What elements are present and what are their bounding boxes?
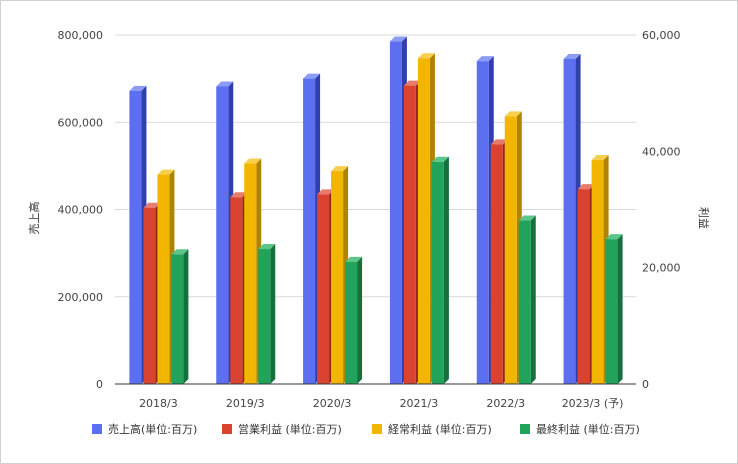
bar-front — [303, 78, 316, 384]
category-labels: 2018/3 2019/3 2020/3 2021/3 2022/3 2023/3 (予) — [139, 397, 623, 410]
legend-item: 営業利益 (単位:百万) — [222, 422, 342, 436]
category-label: 2020/3 — [313, 397, 352, 410]
bar-top — [171, 249, 189, 255]
bar-top — [129, 85, 147, 91]
bar-front — [216, 86, 229, 384]
right-tick-label: 20,000 — [642, 262, 681, 275]
left-tick-label: 200,000 — [58, 291, 104, 304]
bar-front — [389, 41, 402, 384]
bar-front — [518, 220, 531, 384]
bar-top — [230, 192, 248, 198]
bar-front — [490, 144, 503, 384]
bar-side — [357, 256, 363, 384]
bar-front — [331, 171, 344, 384]
bar-top — [518, 215, 536, 221]
bar-front — [143, 207, 156, 384]
bar-front — [258, 249, 271, 384]
legend-swatch — [520, 424, 530, 434]
bar-side — [270, 244, 276, 384]
legend: 売上高(単位:百万) 営業利益 (単位:百万) 経常利益 (単位:百万) 最終利益 (… — [92, 422, 640, 436]
bars — [115, 36, 636, 385]
bar-top — [605, 234, 623, 240]
bar-top — [490, 139, 508, 145]
bar-front — [605, 239, 618, 384]
bar-top — [317, 189, 335, 195]
bar-top — [345, 256, 363, 262]
legend-swatch — [372, 424, 382, 434]
bar — [431, 156, 449, 384]
bar-front — [504, 116, 517, 384]
bar-front — [345, 261, 358, 384]
bar — [171, 249, 189, 384]
bar-top — [403, 80, 421, 86]
bar — [258, 244, 276, 384]
bar-front — [431, 161, 444, 384]
bar-front — [157, 174, 170, 384]
bar-top — [431, 156, 449, 162]
bar-front — [230, 197, 243, 384]
right-tick-label: 0 — [642, 378, 649, 391]
left-axis-ticks: 0 200,000 400,000 600,000 800,000 — [58, 29, 104, 391]
bar-side — [443, 156, 449, 384]
bar-top — [417, 53, 435, 59]
right-tick-label: 40,000 — [642, 145, 681, 158]
bar-front — [591, 160, 604, 384]
category-label: 2019/3 — [226, 397, 265, 410]
bar — [129, 85, 147, 384]
bar-side — [530, 215, 536, 384]
bar-top — [389, 36, 407, 42]
bar-top — [258, 244, 276, 250]
left-tick-label: 600,000 — [58, 116, 104, 129]
left-tick-label: 0 — [96, 378, 103, 391]
bar — [518, 215, 536, 384]
legend-label: 営業利益 (単位:百万) — [238, 422, 342, 436]
bar — [345, 256, 363, 384]
gridlines — [115, 34, 636, 385]
bar-front — [476, 61, 489, 385]
bar-front — [563, 58, 576, 385]
category-label: 2021/3 — [400, 397, 439, 410]
bar-top — [331, 166, 349, 172]
bar-front — [577, 189, 590, 384]
bar-top — [563, 53, 581, 59]
left-tick-label: 400,000 — [58, 204, 104, 217]
legend-label: 経常利益 (単位:百万) — [388, 422, 492, 436]
bar-top — [216, 81, 234, 87]
bar-top — [157, 169, 175, 175]
bar-front — [129, 90, 142, 384]
legend-label: 売上高(単位:百万) — [108, 422, 197, 436]
bar-front — [244, 163, 257, 384]
bar-side — [617, 234, 623, 384]
right-tick-label: 60,000 — [642, 29, 681, 42]
bar-top — [143, 202, 161, 208]
bar-top — [577, 184, 595, 190]
category-label: 2023/3 (予) — [562, 397, 624, 410]
bar-front — [317, 194, 330, 384]
legend-item: 経常利益 (単位:百万) — [372, 422, 492, 436]
legend-item: 最終利益 (単位:百万) — [520, 422, 640, 436]
category-label: 2022/3 — [486, 397, 525, 410]
bar-front — [171, 254, 184, 384]
bar-top — [476, 56, 494, 62]
legend-swatch — [92, 424, 102, 434]
legend-swatch — [222, 424, 232, 434]
bar — [605, 234, 623, 384]
bar-front — [403, 85, 416, 384]
legend-item: 売上高(単位:百万) — [92, 422, 197, 436]
right-axis-title: 利益 — [697, 207, 711, 229]
bar-top — [244, 158, 262, 164]
category-label: 2018/3 — [139, 397, 178, 410]
bar-top — [591, 155, 609, 161]
right-axis-ticks: 0 20,000 40,000 60,000 — [642, 29, 681, 391]
bar-front — [417, 58, 430, 385]
left-tick-label: 800,000 — [58, 29, 104, 42]
legend-label: 最終利益 (単位:百万) — [536, 422, 640, 436]
left-axis-title: 売上高 — [27, 202, 41, 235]
bar-top — [504, 111, 522, 117]
bar-top — [303, 73, 321, 79]
bar-side — [183, 249, 189, 384]
